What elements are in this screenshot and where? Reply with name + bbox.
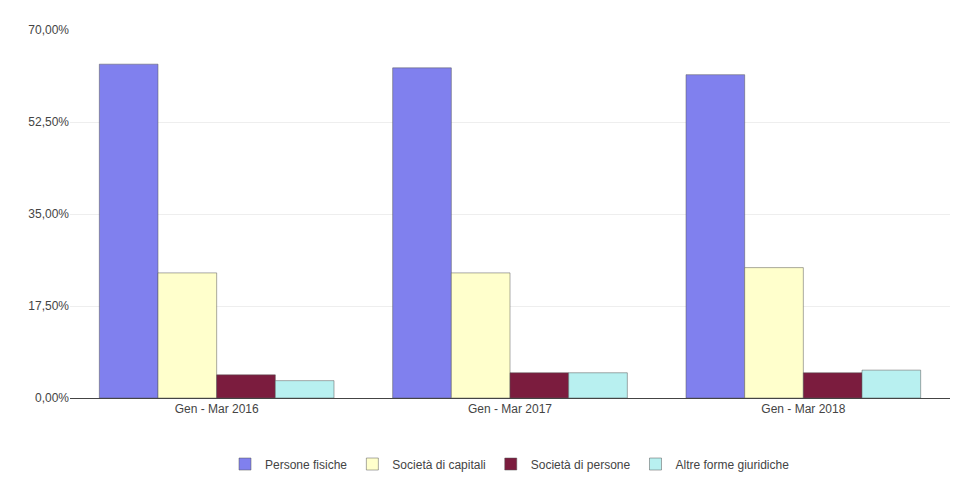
svg-text:17,50%: 17,50% [28, 299, 69, 313]
svg-text:Gen - Mar 2017: Gen - Mar 2017 [468, 402, 552, 416]
svg-text:0,00%: 0,00% [35, 391, 69, 405]
svg-text:70,00%: 70,00% [28, 23, 69, 37]
svg-text:Gen - Mar 2018: Gen - Mar 2018 [761, 402, 845, 416]
svg-text:Gen - Mar 2016: Gen - Mar 2016 [175, 402, 259, 416]
svg-text:52,50%: 52,50% [28, 115, 69, 129]
svg-text:Società di persone: Società di persone [531, 458, 631, 472]
svg-text:Società di capitali: Società di capitali [392, 458, 485, 472]
svg-text:Persone fisiche: Persone fisiche [265, 458, 347, 472]
svg-text:35,00%: 35,00% [28, 207, 69, 221]
svg-text:Altre forme giuridiche: Altre forme giuridiche [675, 458, 789, 472]
